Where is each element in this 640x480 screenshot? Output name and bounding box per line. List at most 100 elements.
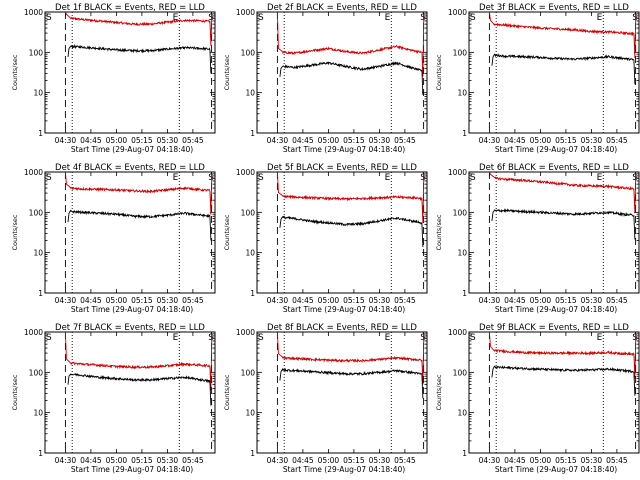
x-tick-label: 05:15 xyxy=(555,136,577,145)
lld-series-line xyxy=(64,11,213,46)
x-tick-label: 05:45 xyxy=(182,456,204,465)
lld-series-line xyxy=(276,171,425,223)
y-axis-label: Counts/sec xyxy=(11,214,19,250)
x-tick-label: 05:30 xyxy=(581,136,603,145)
x-tick-label: 05:45 xyxy=(606,296,628,305)
plot-frame xyxy=(468,171,640,294)
x-axis-label: Start Time (29-Aug-07 04:18:40) xyxy=(495,305,617,314)
x-tick-label: 04:45 xyxy=(80,456,102,465)
y-tick-label: 1000 xyxy=(448,168,467,177)
end-marker: E xyxy=(597,13,603,23)
x-axis-label: Start Time (29-Aug-07 04:18:40) xyxy=(495,465,617,474)
plot-frame xyxy=(44,171,216,294)
start-marker: S xyxy=(470,173,476,183)
x-tick-label: 04:30 xyxy=(55,136,77,145)
x-tick-label: 05:15 xyxy=(343,456,365,465)
x-tick-label: 05:45 xyxy=(394,136,416,145)
start-marker: S xyxy=(258,333,264,343)
y-tick-label: 1 xyxy=(250,129,255,138)
x-tick-label: 04:45 xyxy=(292,456,314,465)
y-tick-label: 10 xyxy=(33,409,43,418)
y-tick-label: 100 xyxy=(29,208,44,217)
start-marker: S xyxy=(46,333,52,343)
y-tick-label: 10 xyxy=(457,409,467,418)
end-marker: E xyxy=(597,333,603,343)
y-axis-label: Counts/sec xyxy=(11,54,19,90)
plot-frame xyxy=(256,331,428,454)
y-tick-label: 1000 xyxy=(448,328,467,337)
x-tick-label: 05:00 xyxy=(106,136,128,145)
panel-det-2: Det 2f BLACK = Events, RED = LLD 1 10 100 10… xyxy=(223,3,428,154)
panel-det-8: Det 8f BLACK = Events, RED = LLD 1 10 100 10… xyxy=(223,323,428,474)
y-axis-label: Counts/sec xyxy=(435,374,443,410)
x-tick-label: 04:30 xyxy=(55,296,77,305)
panel-det-1: Det 1f BLACK = Events, RED = LLD 1 10 100 10… xyxy=(11,3,216,154)
lld-series-line xyxy=(488,171,637,214)
x-tick-label: 05:00 xyxy=(530,296,552,305)
lld-series-line xyxy=(64,331,213,391)
y-tick-label: 1 xyxy=(462,449,467,458)
x-tick-label: 05:30 xyxy=(581,296,603,305)
y-tick-label: 1000 xyxy=(236,8,255,17)
x-tick-label: 05:15 xyxy=(131,296,153,305)
x-tick-label: 04:45 xyxy=(292,296,314,305)
y-tick-label: 10 xyxy=(457,89,467,98)
x-tick-label: 04:30 xyxy=(55,456,77,465)
y-axis-label: Counts/sec xyxy=(223,214,231,250)
x-tick-label: 05:45 xyxy=(606,136,628,145)
plot-frame xyxy=(44,11,216,134)
plot-frame xyxy=(468,11,640,134)
x-tick-label: 04:45 xyxy=(504,456,526,465)
x-axis-label: Start Time (29-Aug-07 04:18:40) xyxy=(71,145,193,154)
x-axis-label: Start Time (29-Aug-07 04:18:40) xyxy=(71,465,193,474)
x-tick-label: 05:15 xyxy=(343,136,365,145)
y-tick-label: 100 xyxy=(29,368,44,377)
end-marker: E xyxy=(173,173,179,183)
events-series-line xyxy=(67,372,212,406)
panel-title: Det 8f BLACK = Events, RED = LLD xyxy=(267,323,417,333)
x-tick-label: 04:45 xyxy=(80,296,102,305)
events-series-line xyxy=(279,215,424,248)
events-series-line xyxy=(67,44,212,74)
lld-series-line xyxy=(276,331,425,385)
x-tick-label: 05:00 xyxy=(318,136,340,145)
y-axis-label: Counts/sec xyxy=(223,374,231,410)
x-tick-label: 04:30 xyxy=(267,456,289,465)
x-tick-label: 05:15 xyxy=(555,296,577,305)
events-series-line xyxy=(279,367,424,399)
lld-series-line xyxy=(488,11,637,59)
y-axis-label: Counts/sec xyxy=(223,54,231,90)
x-tick-label: 04:45 xyxy=(504,296,526,305)
y-tick-label: 1 xyxy=(462,129,467,138)
y-tick-label: 100 xyxy=(241,48,256,57)
y-tick-label: 100 xyxy=(453,208,468,217)
x-tick-label: 04:45 xyxy=(292,136,314,145)
y-tick-label: 1 xyxy=(462,289,467,298)
end-marker: E xyxy=(385,333,391,343)
start-marker: S xyxy=(46,13,52,23)
y-tick-label: 10 xyxy=(33,249,43,258)
panel-title: Det 2f BLACK = Events, RED = LLD xyxy=(267,3,417,13)
x-tick-label: 05:30 xyxy=(581,456,603,465)
panel-det-7: Det 7f BLACK = Events, RED = LLD 1 10 100 10… xyxy=(11,323,216,474)
plot-frame xyxy=(468,331,640,454)
x-tick-label: 05:00 xyxy=(530,136,552,145)
x-tick-label: 05:15 xyxy=(131,136,153,145)
panel-title: Det 4f BLACK = Events, RED = LLD xyxy=(55,163,205,173)
y-tick-label: 1 xyxy=(250,449,255,458)
x-tick-label: 05:45 xyxy=(394,456,416,465)
y-axis-label: Counts/sec xyxy=(435,54,443,90)
x-tick-label: 05:15 xyxy=(131,456,153,465)
y-tick-label: 1000 xyxy=(24,8,43,17)
start-marker: S xyxy=(470,13,476,23)
x-tick-label: 05:00 xyxy=(318,456,340,465)
end-marker: E xyxy=(385,173,391,183)
x-tick-label: 05:30 xyxy=(157,456,179,465)
x-tick-label: 05:00 xyxy=(106,456,128,465)
x-tick-label: 05:00 xyxy=(530,456,552,465)
y-tick-label: 1 xyxy=(38,129,43,138)
y-axis-label: Counts/sec xyxy=(11,374,19,410)
end-marker: E xyxy=(385,13,391,23)
y-tick-label: 1000 xyxy=(236,168,255,177)
y-tick-label: 10 xyxy=(33,89,43,98)
